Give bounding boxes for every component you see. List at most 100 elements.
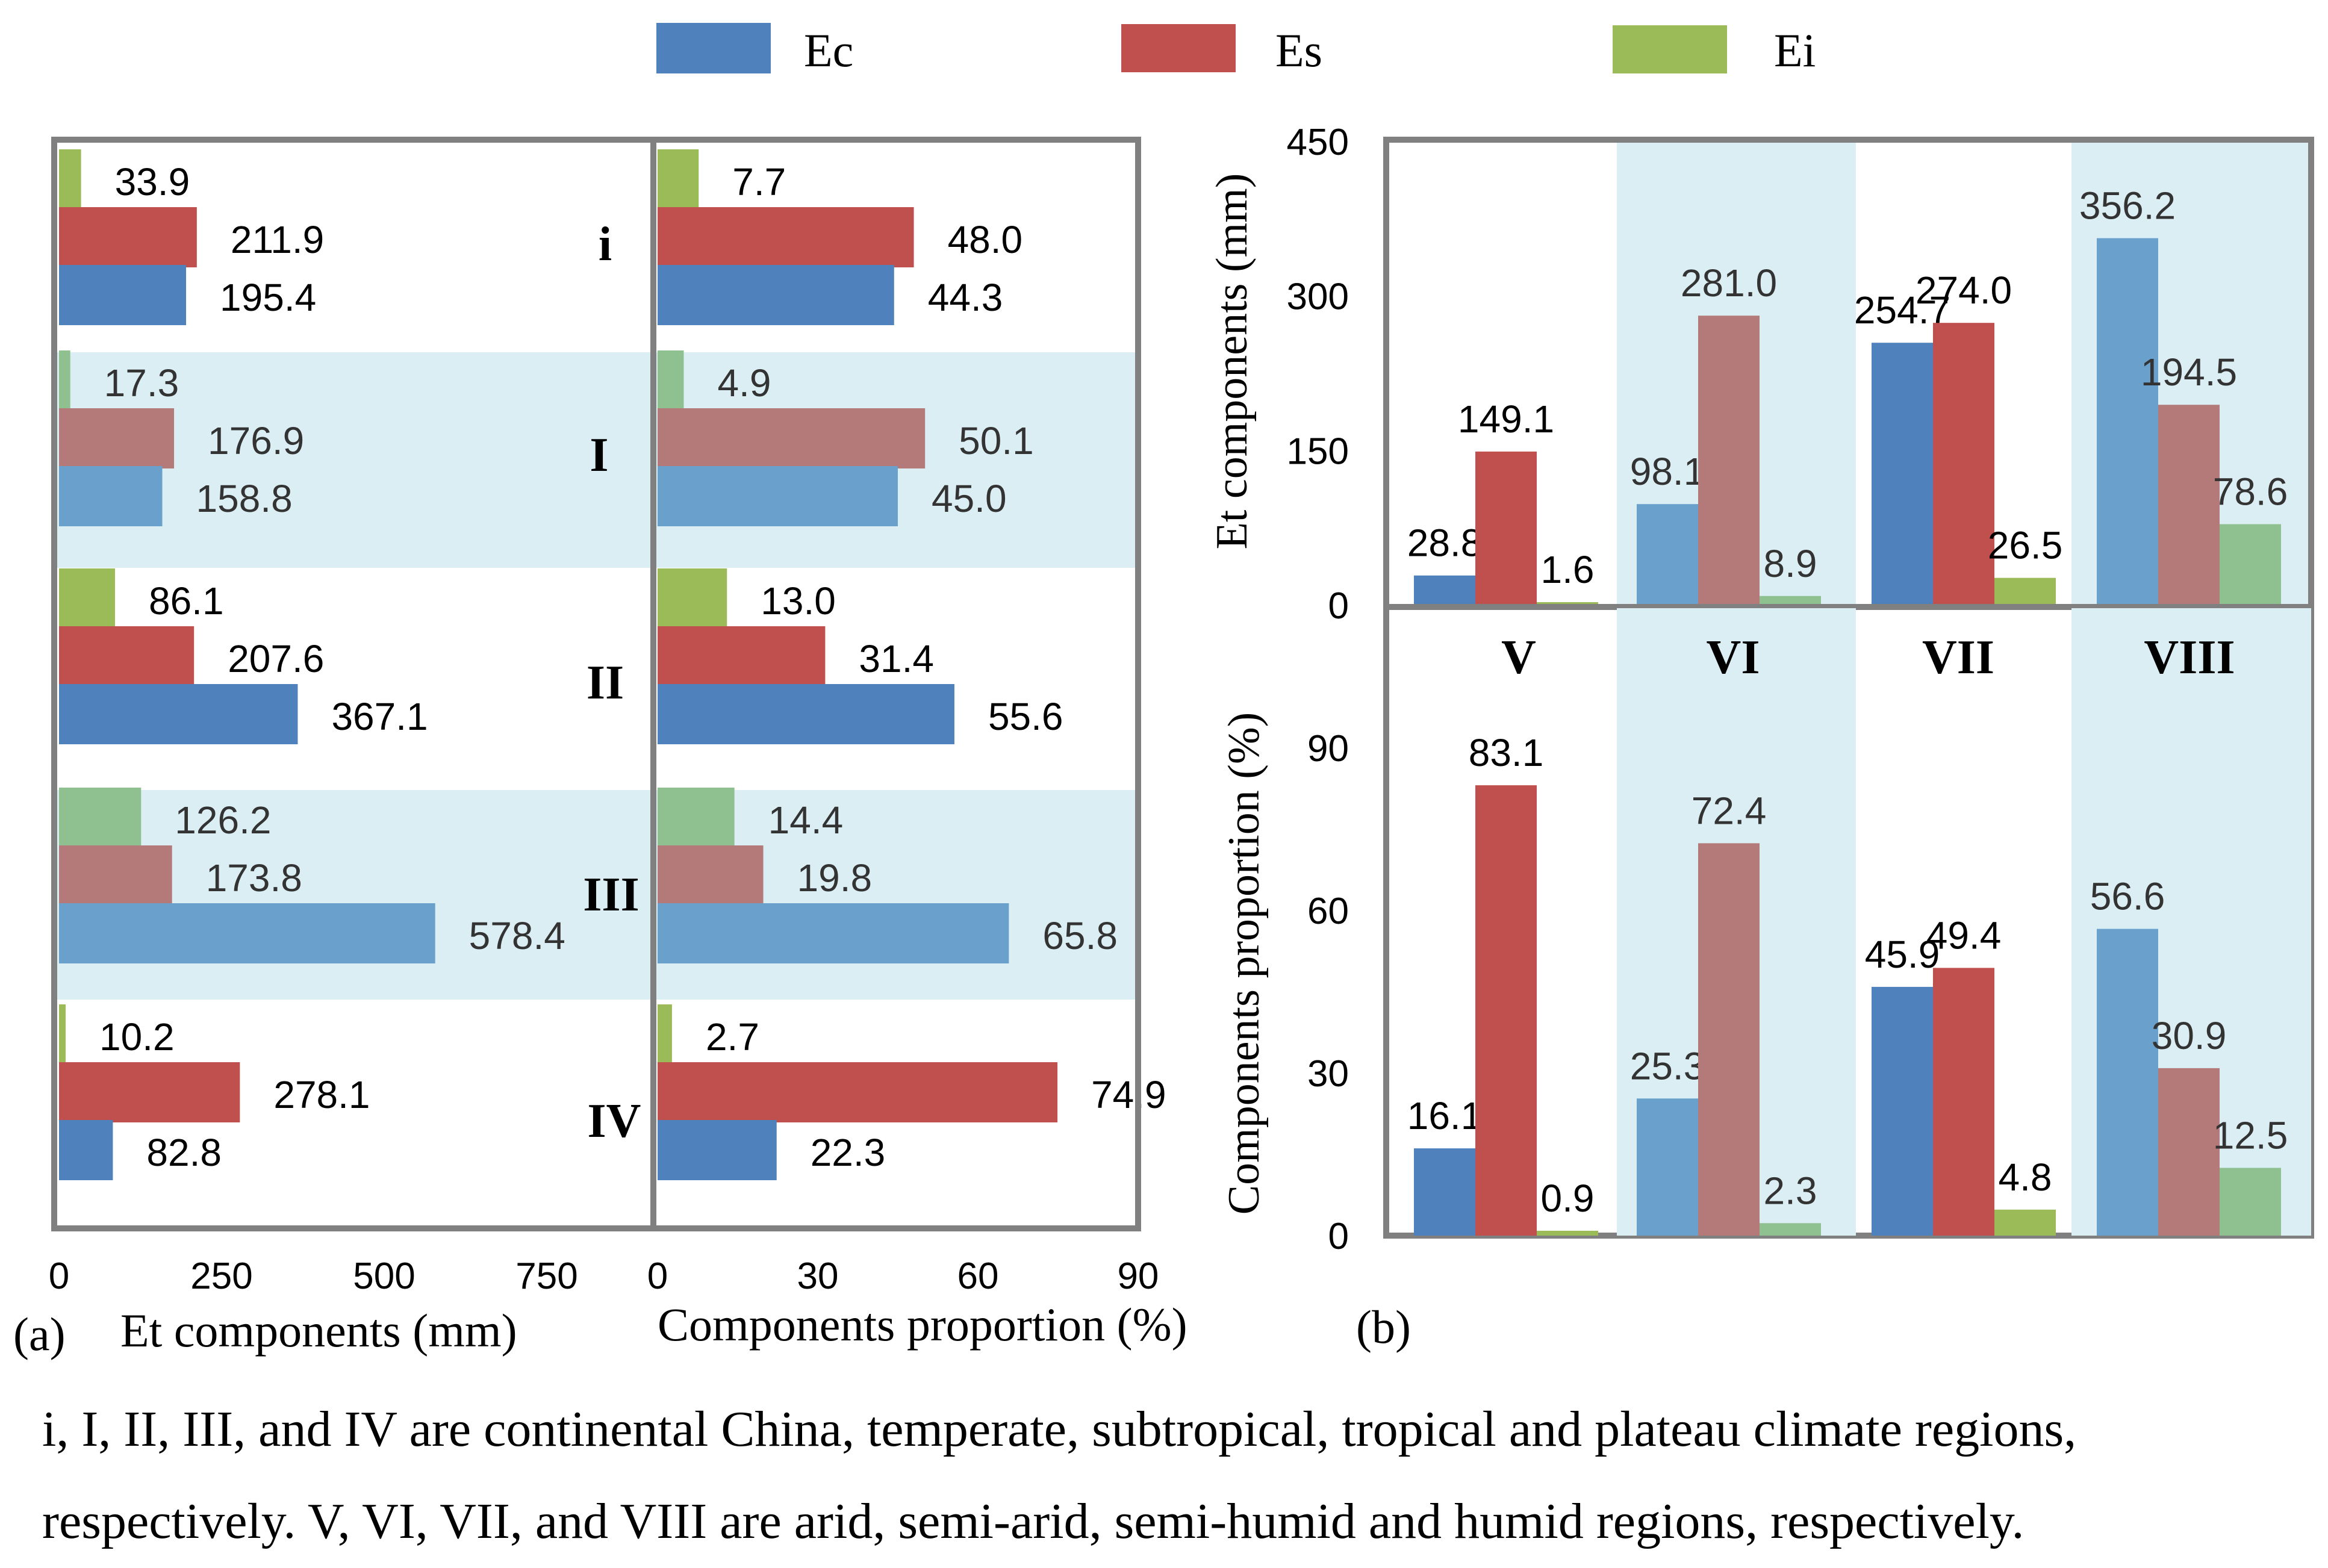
- bar-es-I: [59, 408, 175, 468]
- bar-es-i: [59, 207, 197, 267]
- panel-b-components: 28.8149.11.698.1281.08.9254.7274.026.535…: [1287, 122, 2314, 1239]
- legend-label-ec: Ec: [804, 24, 853, 76]
- data-label-es-V: 83.1: [1469, 731, 1544, 774]
- caption-line-1: i, I, II, III, and IV are continental Ch…: [42, 1401, 2077, 1457]
- data-label-ei-VI: 8.9: [1764, 542, 1817, 585]
- data-label-ei-VIII: 78.6: [2213, 470, 2288, 514]
- data-label-es-V: 149.1: [1458, 397, 1554, 441]
- bar-ei-III: [59, 788, 142, 848]
- panel-a-components: 33.9 211.9 195.4 17.3 176.9 158.8 86.1207.6367…: [49, 137, 656, 1297]
- bar-es-VII: [1933, 968, 1994, 1236]
- panel-label-a: (a): [13, 1308, 66, 1360]
- data-label-ei-VII: 4.8: [1999, 1156, 2052, 1199]
- bar-ec-i: [59, 265, 187, 325]
- bar-ec-VI: [1637, 504, 1698, 605]
- data-label-es-VIII: 194.5: [2141, 350, 2237, 394]
- legend-swatch-es: [1121, 24, 1236, 72]
- data-label-ei-VI: 2.3: [1764, 1169, 1817, 1212]
- data-label-ei-V: 1.6: [1541, 548, 1595, 591]
- bar-ec-VII: [1872, 986, 1933, 1236]
- data-label-ec-i: 44.3: [928, 276, 1003, 319]
- bar-ec-VII: [1872, 343, 1933, 605]
- bar-ei-II: [59, 568, 115, 629]
- data-label-ei-III: 14.4: [768, 798, 844, 842]
- data-label-ei-IV: 2.7: [706, 1015, 759, 1059]
- data-label-ec-VI: 25.3: [1630, 1044, 1705, 1087]
- data-label-ec-IV: 22.3: [811, 1131, 886, 1174]
- data-label-ei-IV: 10.2: [99, 1015, 175, 1059]
- data-label-es-VIII: 30.9: [2152, 1014, 2227, 1057]
- data-label-es-IV: 278.1: [273, 1073, 370, 1116]
- bar-ei-I: [59, 350, 70, 411]
- y-tick-label-150: 150: [1287, 431, 1349, 472]
- ylabel-b1: Et components (mm): [1207, 173, 1257, 550]
- data-label-es-II: 207.6: [228, 637, 324, 680]
- data-label-ec-V: 16.1: [1407, 1094, 1483, 1137]
- bar-ec-VIII: [2097, 238, 2158, 605]
- data-label-ec-VI: 98.1: [1630, 450, 1705, 493]
- y-tick-label-0: 0: [1328, 585, 1349, 627]
- bar-ec-II: [658, 684, 954, 744]
- bar-ec-II: [59, 684, 298, 744]
- legend-label-ei: Ei: [1774, 24, 1816, 76]
- data-label-ei-V: 0.9: [1541, 1177, 1595, 1220]
- bar-es-VIII: [2158, 405, 2220, 605]
- data-label-ei-i: 33.9: [115, 160, 190, 204]
- bar-ei-IV: [59, 1004, 66, 1065]
- bar-ec-VI: [1637, 1098, 1698, 1236]
- data-label-ei-i: 7.7: [732, 160, 786, 204]
- bar-ec-i: [658, 265, 894, 325]
- data-label-es-III: 173.8: [206, 856, 302, 900]
- bar-es-VI: [1698, 316, 1760, 605]
- data-label-ec-I: 45.0: [932, 477, 1007, 520]
- bar-ec-VIII: [2097, 929, 2158, 1236]
- bar-ei-i: [658, 149, 699, 210]
- data-label-ec-VIII: 56.6: [2090, 875, 2165, 918]
- bar-ei-III: [658, 788, 735, 848]
- data-label-ec-i: 195.4: [220, 276, 316, 319]
- bar-es-IV: [59, 1062, 240, 1122]
- bar-ei-IV: [658, 1004, 672, 1065]
- data-label-ei-II: 13.0: [761, 579, 836, 623]
- category-label-V: V: [1501, 631, 1536, 684]
- data-label-es-VI: 72.4: [1692, 789, 1767, 832]
- data-label-es-i: 48.0: [948, 218, 1023, 261]
- data-label-ec-VII: 45.9: [1865, 933, 1940, 976]
- xlabel-a1: Et components (mm): [120, 1304, 517, 1357]
- category-label-VI: VI: [1707, 631, 1760, 684]
- bar-ec-V: [1414, 575, 1475, 605]
- bar-ec-I: [59, 466, 163, 526]
- data-label-ec-III: 65.8: [1042, 914, 1118, 957]
- xlabel-a2: Components proportion (%): [658, 1298, 1187, 1351]
- ylabel-b2: Components proportion (%): [1219, 712, 1269, 1215]
- data-label-es-III: 19.8: [797, 856, 873, 900]
- y-tick-label-0: 0: [1328, 1216, 1349, 1257]
- data-label-es-VII: 274.0: [1916, 269, 2012, 312]
- data-label-ei-VII: 26.5: [1988, 524, 2063, 567]
- data-label-ec-II: 367.1: [331, 695, 428, 738]
- data-label-ec-V: 28.8: [1407, 521, 1483, 565]
- data-label-ec-IV: 82.8: [146, 1131, 222, 1174]
- legend-swatch-ec: [656, 23, 771, 73]
- x-tick-label-0: 0: [647, 1255, 668, 1297]
- x-tick-label-750: 750: [515, 1255, 577, 1297]
- bar-ec-IV: [658, 1120, 777, 1180]
- data-label-ec-III: 578.4: [469, 914, 565, 957]
- data-label-es-I: 50.1: [959, 419, 1034, 462]
- data-label-ei-III: 126.2: [175, 798, 271, 842]
- bar-ec-V: [1414, 1148, 1475, 1236]
- bar-ei-VII: [1994, 577, 2056, 605]
- bar-ec-I: [658, 466, 898, 526]
- legend: Ec Es Ei: [656, 23, 1816, 76]
- y-tick-label-450: 450: [1287, 122, 1349, 163]
- category-label-II: II: [587, 656, 624, 709]
- bar-es-II: [658, 626, 826, 686]
- bar-ei-VI: [1760, 596, 1821, 605]
- bar-es-VII: [1933, 323, 1994, 605]
- bar-es-VI: [1698, 843, 1760, 1236]
- bar-ec-IV: [59, 1120, 113, 1180]
- x-tick-label-250: 250: [190, 1255, 252, 1297]
- panel-label-b: (b): [1356, 1301, 1411, 1353]
- data-label-es-VII: 49.4: [1926, 913, 2002, 957]
